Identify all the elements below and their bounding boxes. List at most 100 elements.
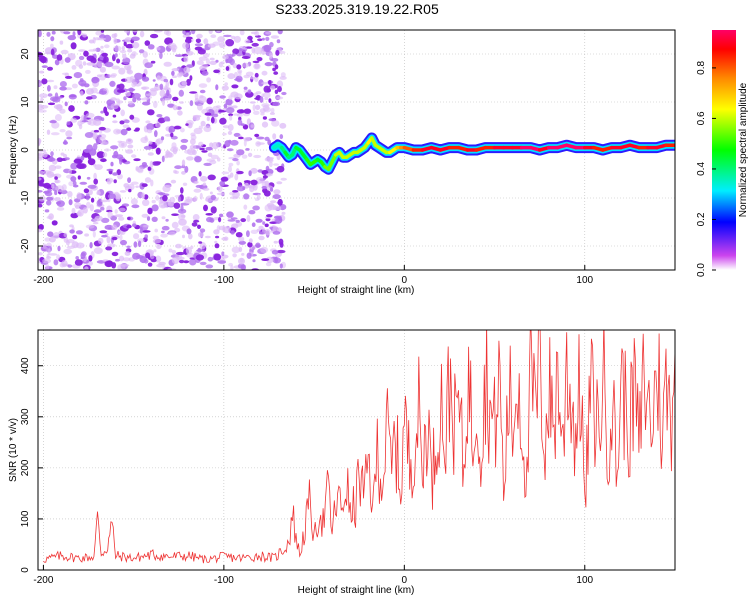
spectrogram-noise-speck bbox=[216, 30, 221, 33]
spectrogram-y-tick-label: 20 bbox=[20, 48, 31, 60]
spectrogram-noise-speck bbox=[92, 48, 98, 52]
spectrogram-noise-speck bbox=[86, 88, 94, 95]
spectrogram-noise-speck bbox=[92, 230, 96, 238]
spectrogram-noise-speck bbox=[124, 30, 130, 33]
spectrogram-noise-speck bbox=[40, 56, 47, 64]
spectrogram-noise-speck bbox=[89, 242, 93, 249]
spectrogram-noise-speck bbox=[217, 185, 223, 193]
snr-x-tick-label: -200 bbox=[33, 575, 53, 586]
spectrogram-noise-speck bbox=[232, 190, 239, 193]
spectrogram-noise-speck bbox=[155, 139, 161, 146]
spectrogram-noise-speck bbox=[112, 114, 117, 118]
spectrogram-noise-speck bbox=[230, 217, 238, 220]
spectrogram-noise-speck bbox=[87, 189, 93, 196]
spectrogram-noise-speck bbox=[166, 89, 170, 97]
spectrogram-noise-speck bbox=[79, 181, 88, 185]
spectrogram-noise-speck bbox=[135, 185, 139, 188]
spectrogram-noise-speck bbox=[38, 195, 46, 202]
spectrogram-noise-speck bbox=[83, 188, 90, 194]
spectrogram-noise-speck bbox=[217, 260, 227, 264]
spectrogram-noise-speck bbox=[237, 119, 243, 126]
spectrogram-noise-speck bbox=[180, 204, 184, 212]
spectrogram-noise-speck bbox=[126, 127, 132, 131]
spectrogram-noise-speck bbox=[115, 258, 120, 262]
spectrogram-noise-speck bbox=[52, 97, 61, 103]
spectrogram-noise-speck bbox=[201, 64, 209, 68]
spectrogram-noise-speck bbox=[176, 251, 185, 256]
spectrogram-noise-speck bbox=[146, 93, 152, 97]
spectrogram-noise-speck bbox=[127, 177, 132, 184]
chart-title: S233.2025.319.19.22.R05 bbox=[275, 1, 439, 17]
spectrogram-noise-speck bbox=[117, 89, 126, 93]
spectrogram-noise-speck bbox=[64, 101, 68, 107]
spectrogram-noise-speck bbox=[147, 262, 153, 267]
spectrogram-noise-speck bbox=[85, 224, 95, 229]
snr-y-axis-label: SNR (10 * v/v) bbox=[8, 418, 19, 482]
spectrogram-noise-speck bbox=[76, 163, 85, 170]
spectrogram-noise-speck bbox=[280, 72, 286, 78]
spectrogram-noise-speck bbox=[265, 31, 272, 35]
spectrogram-noise-speck bbox=[196, 60, 204, 66]
spectrogram-noise-speck bbox=[90, 197, 95, 203]
spectrogram-noise-speck bbox=[138, 49, 145, 54]
spectrogram-noise-speck bbox=[189, 91, 198, 94]
spectrogram-noise-speck bbox=[137, 240, 142, 248]
spectrogram-noise-speck bbox=[264, 223, 269, 228]
spectrogram-noise-speck bbox=[228, 165, 232, 173]
spectrogram-noise-speck bbox=[77, 30, 82, 36]
spectrogram-noise-speck bbox=[272, 225, 279, 233]
spectrogram-noise-speck bbox=[184, 149, 192, 154]
spectrogram-noise-speck bbox=[38, 152, 44, 159]
spectrogram-noise-speck bbox=[197, 48, 206, 55]
spectrogram-noise-speck bbox=[248, 170, 252, 177]
spectrogram-noise-speck bbox=[100, 158, 107, 163]
spectrogram-noise-speck bbox=[145, 252, 151, 259]
spectrogram-noise-speck bbox=[93, 178, 98, 185]
spectrogram-noise-speck bbox=[153, 100, 158, 109]
spectrogram-noise-speck bbox=[114, 53, 118, 58]
spectrogram-noise-speck bbox=[78, 49, 86, 52]
colorbar-tick-label: 0.6 bbox=[696, 111, 707, 125]
spectrogram-noise-speck bbox=[180, 127, 185, 133]
spectrogram-noise-speck bbox=[197, 103, 203, 111]
spectrogram-noise-speck bbox=[118, 207, 126, 212]
snr-x-tick-label: 100 bbox=[576, 575, 593, 586]
spectrogram-x-tick-label: 0 bbox=[402, 275, 408, 286]
spectrogram-noise-speck bbox=[161, 225, 170, 231]
spectrogram-noise-speck bbox=[99, 230, 108, 234]
spectrogram-noise-speck bbox=[47, 102, 56, 106]
spectrogram-noise-speck bbox=[221, 251, 225, 256]
spectrogram-noise-speck bbox=[197, 224, 201, 229]
spectrogram-noise-speck bbox=[215, 59, 219, 63]
spectrogram-noise-speck bbox=[122, 257, 131, 262]
spectrogram-noise-speck bbox=[260, 246, 269, 254]
spectrogram-noise-speck bbox=[78, 55, 85, 61]
spectrogram-noise-speck bbox=[100, 30, 105, 33]
spectrogram-noise-speck bbox=[269, 112, 275, 115]
spectrogram-noise-speck bbox=[147, 44, 155, 50]
spectrogram-noise-speck bbox=[171, 142, 177, 149]
spectrogram-noise-speck bbox=[171, 213, 179, 216]
spectrogram-noise-speck bbox=[199, 228, 206, 233]
spectrogram-noise-speck bbox=[42, 258, 52, 264]
spectrogram-noise-speck bbox=[256, 57, 263, 62]
spectrogram-noise-speck bbox=[261, 37, 265, 41]
spectrogram-noise-speck bbox=[103, 56, 107, 64]
spectrogram-noise-speck bbox=[266, 88, 272, 93]
spectrogram-noise-speck bbox=[243, 180, 251, 183]
spectrogram-noise-speck bbox=[47, 79, 55, 83]
spectrogram-noise-speck bbox=[174, 165, 183, 170]
spectrogram-noise-speck bbox=[248, 238, 253, 244]
spectrogram-noise-speck bbox=[196, 249, 205, 252]
spectrogram-noise-speck bbox=[241, 62, 250, 68]
spectrogram-noise-speck bbox=[95, 30, 102, 36]
spectrogram-noise-speck bbox=[78, 64, 84, 69]
spectrogram-noise-speck bbox=[128, 188, 132, 193]
spectrogram-noise-speck bbox=[222, 225, 226, 233]
spectrogram-noise-speck bbox=[132, 41, 140, 49]
spectrogram-noise-speck bbox=[265, 262, 272, 267]
spectrogram-noise-speck bbox=[216, 192, 225, 196]
spectrogram-noise-speck bbox=[258, 231, 264, 235]
spectrogram-noise-speck bbox=[229, 191, 235, 196]
spectrogram-noise-speck bbox=[48, 164, 57, 172]
